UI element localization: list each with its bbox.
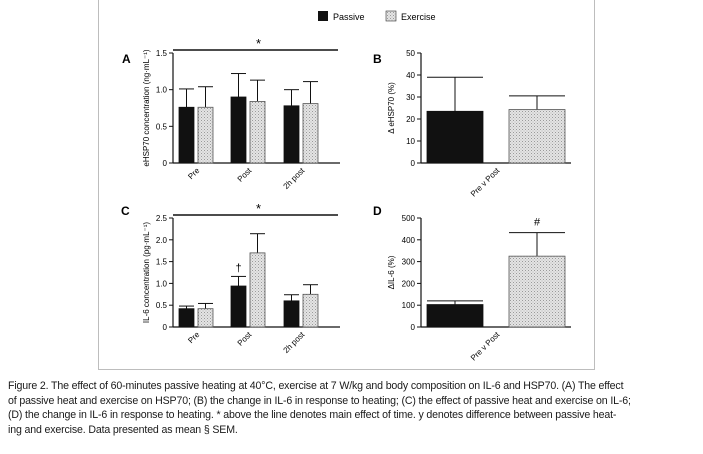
panel-c-y-tick-label: 1.0 [156, 279, 168, 288]
panel-c-y-tick-label: 0.5 [156, 301, 168, 310]
panel-d-y-tick-label: 200 [402, 279, 416, 288]
panel-c-bar-passive [230, 285, 247, 328]
panel-c-marker: † [235, 262, 241, 274]
panel-c-y-tick-label: 2.0 [156, 236, 168, 245]
panel-a-bar-exercise [249, 101, 266, 164]
figure-frame [98, 0, 595, 370]
panel-d-y-tick-label: 100 [402, 301, 416, 310]
panel-c-category-label: Post [236, 330, 254, 348]
panel-d-bar-exercise [508, 255, 566, 328]
legend-label-passive: Passive [333, 12, 365, 22]
caption-line: of passive heat and exercise on HSP70; (… [8, 394, 631, 407]
panel-a-y-tick-label: 1.0 [156, 86, 168, 95]
legend: Passive Exercise [318, 10, 436, 22]
panel-d-marker: # [534, 217, 541, 229]
panel-c-bar-exercise [249, 252, 266, 328]
panel-d-category-label: Pre v Post [469, 330, 502, 363]
panel-a-category-label: 2h post [281, 166, 306, 191]
figure-caption: Figure 2. The effect of 60-minutes passi… [8, 379, 698, 437]
legend-swatch-exercise [385, 10, 397, 22]
panel-c-category-label: Pre [186, 330, 202, 346]
panel-c-chart: 0 0.5 1.0 1.5 2.0 2.5 IL-6 concentration (pg·m… [142, 201, 340, 355]
panel-d-y-tick-label: 500 [402, 214, 416, 223]
panel-a-y-axis-label: eHSP70 concentration (ng·mL⁻¹) [142, 49, 151, 167]
panel-a-bar-passive [283, 105, 300, 164]
panel-b-bar-passive [426, 110, 484, 164]
panel-a-bar-exercise [197, 106, 214, 164]
panel-a-y-tick-label: 0 [163, 159, 168, 168]
panel-a-bar-passive [230, 96, 247, 164]
panel-c-y-tick-label: 2.5 [156, 214, 168, 223]
panel-b-y-axis-label: Δ eHSP70 (%) [387, 82, 396, 134]
panel-b-y-tick-label: 20 [406, 115, 415, 124]
panel-b-bar-exercise [508, 109, 566, 164]
panel-a-category-label: Post [236, 166, 254, 184]
panel-c-bar-exercise [302, 293, 319, 328]
panel-a-chart: 0 0.5 1.0 1.5 eHSP70 concentration (ng·mL⁻¹)… [142, 36, 340, 191]
panel-c-bar-passive [283, 300, 300, 328]
panel-c-category-label: 2h post [281, 330, 306, 355]
panel-c-significance-star: * [256, 201, 261, 216]
panel-d-y-tick-label: 300 [402, 258, 416, 267]
panel-c-y-tick-label: 0 [163, 323, 168, 332]
panel-c-bar-exercise [197, 308, 214, 328]
panel-letter-d: D [373, 204, 382, 218]
panel-d-y-tick-label: 400 [402, 236, 416, 245]
panel-a-bar-exercise [302, 103, 319, 164]
panel-b-y-tick-label: 0 [411, 159, 416, 168]
panel-c-y-tick-label: 1.5 [156, 258, 168, 267]
panel-d-y-axis-label: ΔIL-6 (%) [387, 255, 396, 289]
legend-swatch-passive [318, 11, 328, 21]
figure-2: Passive Exercise A B C D 0 0.5 1.0 1.5 eHSP7… [121, 10, 571, 363]
panel-b-y-tick-label: 30 [406, 93, 415, 102]
legend-label-exercise: Exercise [401, 12, 436, 22]
panel-c-y-axis-label: IL-6 concentration (pg·mL⁻¹) [142, 222, 151, 323]
panel-a-significance-star: * [256, 36, 261, 51]
panel-letter-b: B [373, 52, 382, 66]
panel-b-y-tick-label: 10 [406, 137, 415, 146]
panel-b-chart: 0 10 20 30 40 50 Δ eHSP70 (%) Pre v Post [387, 49, 571, 199]
panel-b-category-label: Pre v Post [469, 166, 502, 199]
panel-a-y-tick-label: 0.5 [156, 122, 168, 131]
panel-a-bar-passive [178, 106, 195, 164]
panel-a-category-label: Pre [186, 166, 202, 182]
panel-letter-a: A [122, 52, 131, 66]
panel-d-y-tick-label: 0 [411, 323, 416, 332]
panel-b-y-tick-label: 40 [406, 71, 415, 80]
caption-line: ing and exercise. Data presented as mean… [8, 423, 238, 436]
panel-a-y-tick-label: 1.5 [156, 49, 168, 58]
caption-line: Figure 2. The effect of 60-minutes passi… [8, 380, 624, 392]
panel-letter-c: C [121, 204, 130, 218]
panel-d-chart: 0 100 200 300 400 500 ΔIL-6 (%) Pre v Post # [387, 214, 571, 363]
caption-line: (D) the change in IL-6 in response to he… [8, 409, 617, 422]
panel-b-y-tick-label: 50 [406, 49, 415, 58]
panel-c-bar-passive [178, 308, 195, 328]
panel-d-bar-passive [426, 304, 484, 328]
